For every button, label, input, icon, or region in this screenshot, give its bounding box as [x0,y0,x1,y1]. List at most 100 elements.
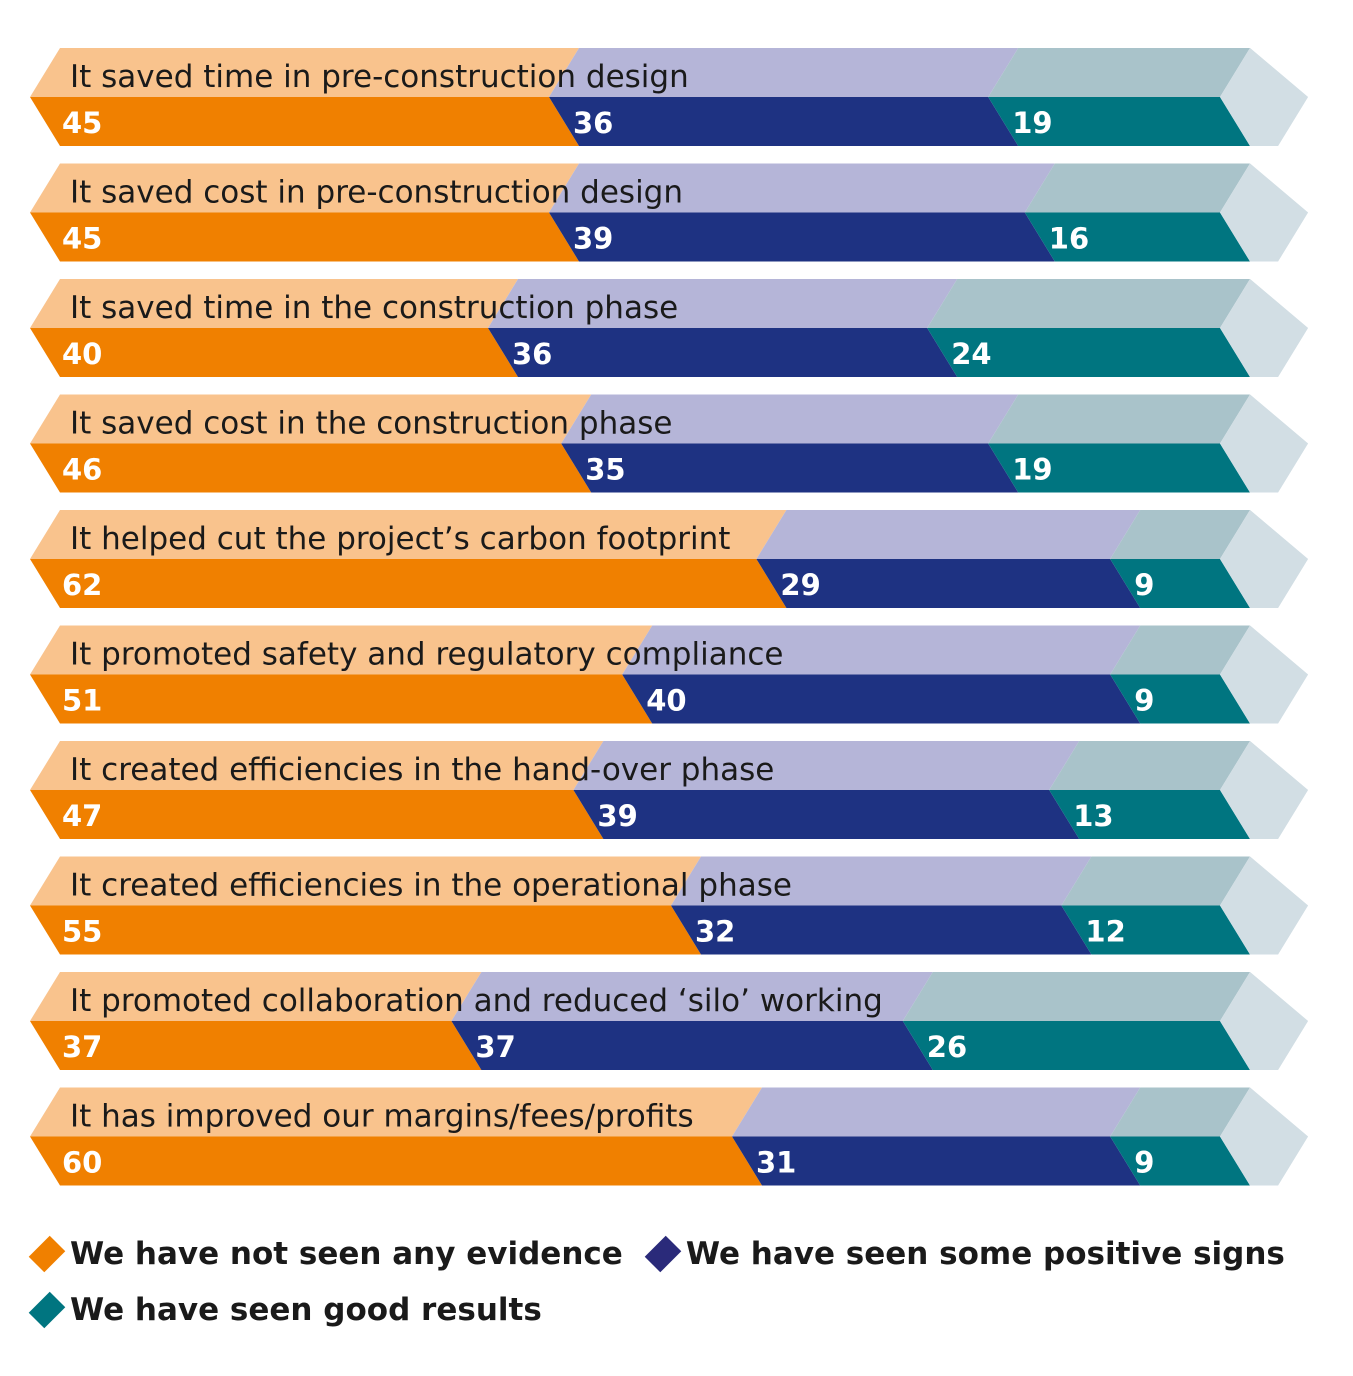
data-label: 55 [62,915,102,949]
bar-end-cap-face [1250,1087,1308,1186]
bar-segment-light [30,394,592,444]
bar-segment [30,443,592,493]
bar-segment-light [1110,1087,1250,1137]
bar-segment [549,97,1019,146]
bar-segment [1049,790,1250,839]
bar-segment [573,790,1080,839]
data-label: 45 [62,222,102,256]
data-label: 37 [475,1030,515,1064]
legend-diamond-icon-navy [644,1235,682,1273]
bar-segment-light [1110,625,1250,675]
category-label: It saved time in the construction phase [70,290,678,326]
bar-segment-light [1049,741,1250,790]
bar-segment [488,328,958,377]
category-label: It saved cost in the construction phase [70,406,672,442]
bar-segment-light [988,394,1250,444]
data-label: 46 [62,453,102,487]
data-label: 9 [1134,684,1154,718]
bar-segment [756,559,1141,608]
bar-segment-light [451,972,933,1021]
data-label: 13 [1073,799,1113,833]
legend-diamond-icon-orange [28,1235,66,1273]
bar-segment [451,1021,933,1070]
bar-segment-light [573,741,1080,790]
data-label: 51 [62,684,102,718]
bar-segment [30,674,653,724]
bar-end-cap-face [1250,741,1308,839]
data-label: 45 [62,106,102,140]
data-label: 32 [695,915,735,949]
bar-segment [1061,905,1250,955]
bar-segment-light [561,394,1019,444]
legend-label: We have seen good results [70,1292,542,1328]
bar-segment-light [30,48,579,97]
legend-label: We have not seen any evidence [70,1236,623,1272]
bar-end-cap-face [1250,510,1308,608]
bar-segment [30,1021,482,1070]
bar-segment [30,1136,762,1186]
data-label: 26 [927,1030,967,1064]
bar-segment-light [1024,163,1250,213]
data-label: 35 [585,453,625,487]
bar-segment [30,790,604,839]
bar-segment-light [732,1087,1141,1137]
bar-segment [30,212,579,262]
category-label: It saved cost in pre-construction design [70,175,683,211]
bar-segment-light [1061,856,1250,906]
legend: We have not seen any evidence We have se… [28,1228,1340,1340]
bar-segment-light [30,1087,762,1137]
legend-item-positive-signs: We have seen some positive signs [644,1228,1285,1280]
bar-segment [988,97,1250,146]
bar-segment [1024,212,1250,262]
bar-segment-light [902,972,1250,1021]
legend-label: We have seen some positive signs [685,1236,1285,1272]
bar-segment-light [622,625,1141,675]
data-label: 60 [62,1146,102,1180]
data-label: 9 [1134,568,1154,602]
category-label: It created efficiencies in the hand-over… [70,752,774,788]
bar-end-cap-face [1250,625,1308,724]
data-label: 39 [597,799,637,833]
bar-segment-light [1110,510,1250,559]
bar-end-cap-face [1250,279,1308,377]
data-label: 36 [573,106,613,140]
data-label: 19 [1012,453,1052,487]
bar-segment-light [30,625,653,675]
data-label: 62 [62,568,102,602]
data-label: 40 [646,684,686,718]
data-label: 31 [756,1146,796,1180]
data-label: 40 [62,337,102,371]
bar-end-cap-face [1250,163,1308,262]
legend-item-no-evidence: We have not seen any evidence [28,1228,623,1280]
bar-segment-light [549,163,1055,213]
category-label: It created efficiencies in the operation… [70,868,792,904]
data-label: 19 [1012,106,1052,140]
bar-segment [671,905,1092,955]
bar-segment [561,443,1019,493]
bar-segment-light [30,279,518,328]
bar-segment [30,905,701,955]
data-label: 36 [512,337,552,371]
data-label: 37 [62,1030,102,1064]
bar-segment [902,1021,1250,1070]
bar-segment [1110,674,1250,724]
bar-segment-light [30,972,482,1021]
data-label: 9 [1134,1146,1154,1180]
legend-diamond-icon-teal [28,1291,66,1329]
bar-end-cap-face [1250,48,1308,146]
bar-segment [732,1136,1141,1186]
category-label: It saved time in pre-construction design [70,59,689,95]
legend-item-good-results: We have seen good results [28,1284,542,1336]
bar-end-cap-face [1250,972,1308,1070]
category-label: It has improved our margins/fees/profits [70,1099,694,1135]
data-label: 16 [1049,222,1089,256]
category-label: It helped cut the project’s carbon footp… [70,521,730,557]
category-label: It promoted collaboration and reduced ‘s… [70,983,883,1019]
bar-segment [549,212,1055,262]
bar-segment [30,559,787,608]
bar-segment-light [549,48,1019,97]
bar-segment-light [988,48,1250,97]
bar-segment [988,443,1250,493]
stacked-bar-chart: 45 36 19 It saved time in pre-construction … [30,48,1308,1186]
bar-segment [1110,1136,1250,1186]
